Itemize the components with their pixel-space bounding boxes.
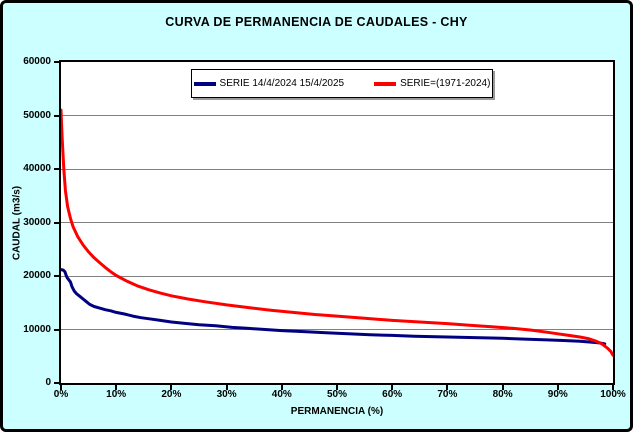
legend-line-marker <box>374 81 397 86</box>
x-axis-tick <box>225 385 228 390</box>
chart-title: CURVA DE PERMANENCIA DE CAUDALES - CHY <box>165 15 468 29</box>
x-axis-tick <box>391 385 394 390</box>
y-tick-label: 40000 <box>23 163 51 174</box>
y-tick-label: 0 <box>45 377 51 388</box>
legend: SERIE 14/4/2024 15/4/2025 SERIE=(1971-202… <box>191 69 493 98</box>
x-tick-label: 60% <box>382 389 403 400</box>
x-axis-tick <box>501 385 504 390</box>
x-axis-tick <box>115 385 118 390</box>
y-axis-tick <box>54 275 59 277</box>
y-axis-tick <box>54 382 59 384</box>
gridline <box>61 275 613 277</box>
x-tick-label: 90% <box>547 389 568 400</box>
x-tick-label: 50% <box>326 389 347 400</box>
legend-label: SERIE 14/4/2024 15/4/2025 <box>219 78 345 89</box>
legend-line-marker <box>193 81 216 86</box>
x-tick-label: 30% <box>216 389 237 400</box>
y-tick-label: 10000 <box>23 323 51 335</box>
x-axis-tick <box>612 385 614 390</box>
y-tick-label: 20000 <box>23 270 51 281</box>
x-tick-label: 100% <box>600 389 626 400</box>
x-axis-tick <box>60 385 62 390</box>
legend-item-0: SERIE 14/4/2024 15/4/2025 <box>193 78 345 89</box>
x-axis-tick <box>336 385 338 390</box>
legend-label: SERIE=(1971-2024) <box>400 78 491 89</box>
plot-area <box>59 60 615 385</box>
x-tick-label: 40% <box>271 389 292 400</box>
y-tick-label: 60000 <box>23 56 51 67</box>
curves-canvas <box>61 108 613 357</box>
x-axis-tick <box>446 385 449 390</box>
series-line-1 <box>61 108 613 357</box>
gridline <box>61 115 613 116</box>
x-tick-label: 80% <box>492 389 513 400</box>
x-axis-title: PERMANENCIA (%) <box>290 406 384 417</box>
legend-item-1: SERIE=(1971-2024) <box>374 78 490 89</box>
gridline <box>61 222 613 223</box>
series-line-0 <box>61 268 607 346</box>
x-axis-tick <box>170 385 173 390</box>
x-axis-tick <box>280 385 283 390</box>
gridline <box>61 168 613 170</box>
x-tick-label: 20% <box>161 389 182 400</box>
x-tick-label: 70% <box>437 389 458 400</box>
gridline <box>61 329 613 330</box>
x-tick-label: 10% <box>106 389 127 400</box>
x-tick-label: 0% <box>53 389 69 400</box>
y-axis-tick <box>54 168 59 170</box>
y-axis-tick <box>54 328 59 331</box>
y-axis-tick <box>54 114 59 117</box>
y-tick-label: 50000 <box>23 109 51 121</box>
x-axis-tick <box>556 385 559 390</box>
y-axis-tick <box>54 221 59 224</box>
y-tick-label: 30000 <box>23 216 51 228</box>
y-axis-tick <box>54 61 59 63</box>
